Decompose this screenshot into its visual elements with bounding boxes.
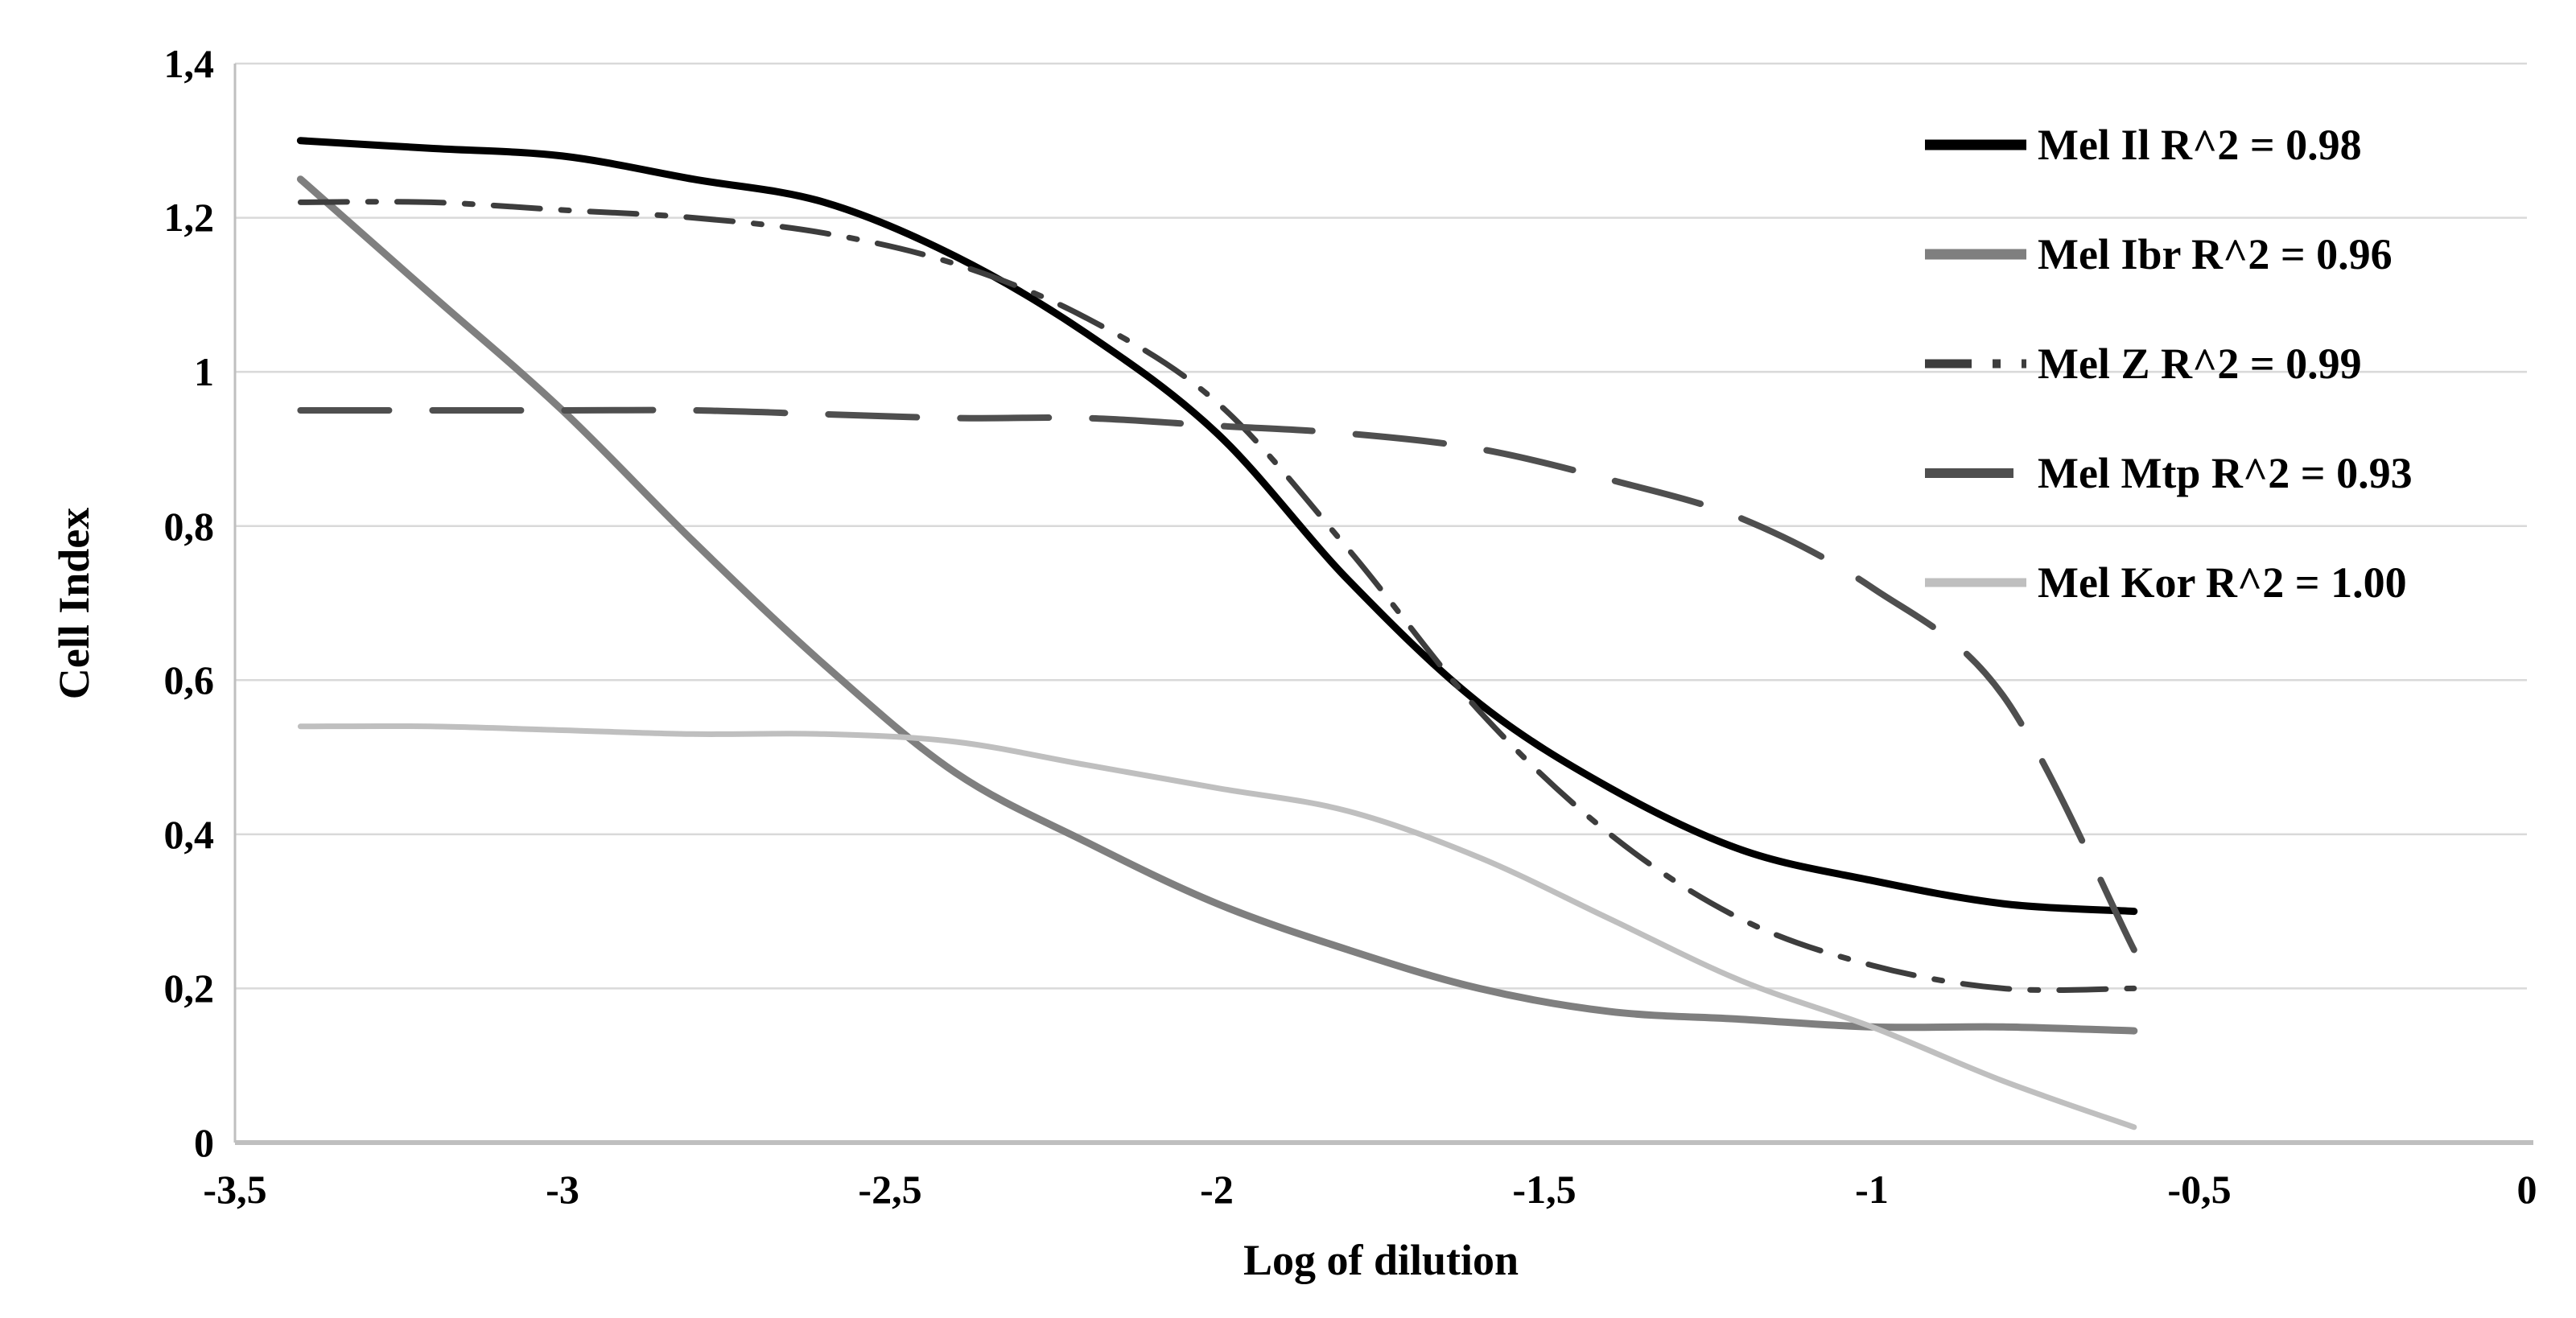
y-tick-label: 0,6 bbox=[163, 657, 215, 702]
legend-entry: Mel Mtp R^2 = 0.93 bbox=[1923, 447, 2413, 499]
legend-line-sample bbox=[1925, 468, 2026, 478]
x-tick-label: -2 bbox=[1200, 1167, 1234, 1212]
legend-line-sample bbox=[1925, 359, 2026, 369]
x-tick-label: -2,5 bbox=[858, 1167, 922, 1212]
legend-label: Mel Kor R^2 = 1.00 bbox=[2038, 558, 2407, 607]
legend-line-sample bbox=[1925, 139, 2026, 150]
legend-label: Mel Mtp R^2 = 0.93 bbox=[2038, 449, 2413, 497]
y-tick-label: 1,2 bbox=[163, 195, 215, 240]
x-tick-label: -3,5 bbox=[203, 1167, 267, 1212]
legend-line-sample bbox=[1925, 578, 2026, 587]
y-tick-label: 0,8 bbox=[163, 504, 215, 549]
legend-entry: Mel Z R^2 = 0.99 bbox=[1923, 338, 2362, 389]
x-tick-label: -1,5 bbox=[1512, 1167, 1577, 1212]
x-tick-label: -1 bbox=[1855, 1167, 1889, 1212]
legend-entry: Mel Il R^2 = 0.98 bbox=[1923, 119, 2362, 171]
x-axis-title: Log of dilution bbox=[1243, 1236, 1519, 1284]
y-tick-label: 1,4 bbox=[163, 41, 215, 86]
legend-label: Mel Il R^2 = 0.98 bbox=[2038, 121, 2362, 169]
y-tick-label: 0,2 bbox=[163, 966, 215, 1011]
legend-entry: Mel Ibr R^2 = 0.96 bbox=[1923, 229, 2393, 280]
x-tick-label: 0 bbox=[2516, 1167, 2537, 1212]
y-tick-label: 0,4 bbox=[163, 812, 215, 857]
y-axis-title: Cell Index bbox=[50, 507, 98, 700]
y-tick-label: 1 bbox=[194, 349, 214, 394]
legend-line-sample bbox=[1925, 249, 2026, 260]
y-tick-label: 0 bbox=[194, 1120, 214, 1165]
legend-label: Mel Z R^2 = 0.99 bbox=[2038, 340, 2362, 388]
x-tick-label: -3 bbox=[546, 1167, 579, 1212]
x-tick-label: -0,5 bbox=[2167, 1167, 2232, 1212]
legend-entry: Mel Kor R^2 = 1.00 bbox=[1923, 557, 2407, 608]
legend-label: Mel Ibr R^2 = 0.96 bbox=[2038, 230, 2393, 278]
